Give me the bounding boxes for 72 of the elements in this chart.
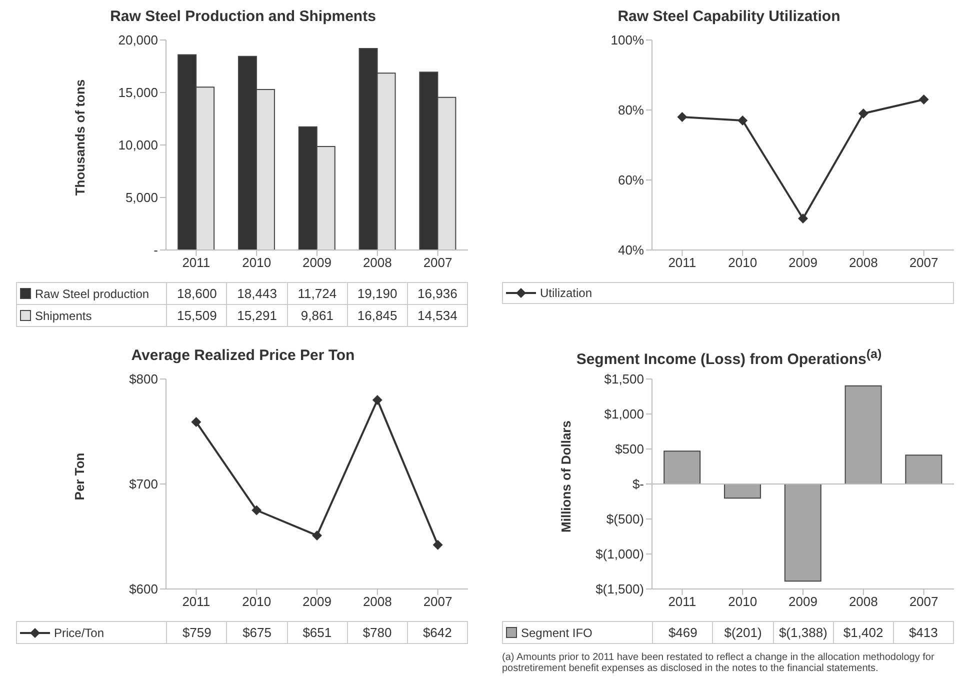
x-tick-label: 2010 xyxy=(242,255,272,270)
x-tick-label: 2009 xyxy=(302,594,332,610)
x-tick-label: 2011 xyxy=(182,255,210,270)
x-tick-label: 2008 xyxy=(362,594,392,610)
data-label: 16,845 xyxy=(346,305,407,326)
x-tick-label: 2010 xyxy=(242,594,272,610)
chart-title: Raw Steel Production and Shipments xyxy=(109,8,377,27)
y-tick-label: $(1,000) xyxy=(596,546,644,562)
y-tick-label: $1,500 xyxy=(604,372,644,387)
data-label: 19,190 xyxy=(346,283,407,304)
data-label: $1,402 xyxy=(832,622,893,643)
data-label: 14,534 xyxy=(406,305,467,326)
data-label: 16,936 xyxy=(406,283,467,304)
data-label: $(1,388) xyxy=(772,622,833,643)
data-label: $780 xyxy=(346,622,407,643)
data-label: $469 xyxy=(652,622,712,643)
y-tick-label: 20,000 xyxy=(118,32,158,48)
x-tick-label: 2008 xyxy=(848,594,878,610)
y-tick-label: $(1,500) xyxy=(596,582,644,597)
x-tick-label: 2010 xyxy=(728,594,758,610)
y-axis-title: Per Ton xyxy=(72,452,88,500)
y-axis-title: Millions of Dollars xyxy=(558,420,574,532)
y-tick-label: $800 xyxy=(129,372,158,387)
data-label: $642 xyxy=(406,622,467,643)
x-tick-label: 2007 xyxy=(423,594,452,610)
text: (a) Amounts prior to 2011 have been restated to reflect a change in the allocation methodology for postretirement benefit expenses as disclosed in the notes to the financial statements. xyxy=(502,652,936,674)
chart-title: Segment Income (Loss) from Operations$^{(a)}$ xyxy=(575,347,883,370)
x-tick-label: 2008 xyxy=(848,255,878,270)
y-axis-title: Thousands of tons xyxy=(72,78,88,196)
x-tick-label: 2007 xyxy=(909,255,938,270)
data-label: $759 xyxy=(166,622,226,643)
x-tick-label: 2009 xyxy=(788,594,818,610)
x-tick-label: 2009 xyxy=(302,255,332,270)
data-label: $675 xyxy=(226,622,287,643)
x-tick-label: 2009 xyxy=(788,255,818,270)
y-tick-label: $500 xyxy=(615,442,644,457)
y-tick-label: $600 xyxy=(129,582,158,597)
x-tick-label: 2008 xyxy=(362,255,392,270)
y-tick-label: 80% xyxy=(618,102,644,118)
x-tick-label: 2007 xyxy=(909,594,938,610)
y-tick-label: $- xyxy=(632,476,644,492)
data-label: 11,724 xyxy=(286,283,347,304)
y-tick-label: 10,000 xyxy=(118,138,158,153)
legend-label: Price/Ton xyxy=(53,626,106,640)
x-tick-label: 2010 xyxy=(728,255,758,270)
y-tick-label: 40% xyxy=(618,242,644,258)
data-label: 18,443 xyxy=(226,283,287,304)
legend-label: Segment IFO xyxy=(520,626,594,640)
chart-title: Raw Steel Capability Utilization xyxy=(616,8,842,27)
y-tick-label: 100% xyxy=(610,32,644,48)
legend-label: Raw Steel production xyxy=(34,286,150,300)
data-label: 15,509 xyxy=(166,305,226,326)
y-tick-label: $1,000 xyxy=(604,406,644,422)
legend-label: Shipments xyxy=(34,308,93,322)
y-tick-label: 15,000 xyxy=(118,85,158,100)
y-tick-label: 60% xyxy=(618,172,644,188)
x-tick-label: 2007 xyxy=(423,255,452,270)
data-label: 9,861 xyxy=(286,305,347,326)
y-tick-label: - xyxy=(154,242,158,258)
y-tick-label: $(500) xyxy=(606,512,644,527)
y-tick-label: $700 xyxy=(129,476,158,492)
data-label: $413 xyxy=(892,622,953,643)
data-label: $(201) xyxy=(712,622,773,643)
x-tick-label: 2011 xyxy=(182,594,210,610)
x-tick-label: 2011 xyxy=(668,255,696,270)
data-label: 18,600 xyxy=(166,283,226,304)
data-label: $651 xyxy=(286,622,347,643)
x-tick-label: 2011 xyxy=(668,594,696,610)
legend-label: Utilization xyxy=(539,286,594,300)
chart-title: Average Realized Price Per Ton xyxy=(130,347,356,366)
y-tick-label: 5,000 xyxy=(125,190,158,206)
data-label: 15,291 xyxy=(226,305,287,326)
